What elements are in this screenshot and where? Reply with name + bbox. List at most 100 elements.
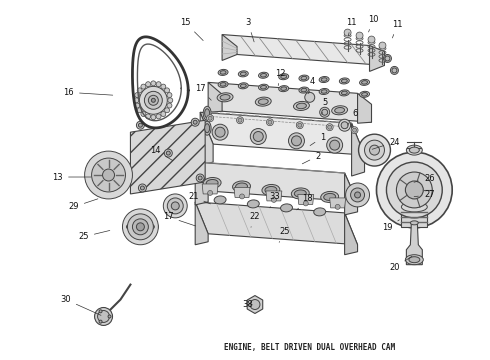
Circle shape [238, 118, 242, 122]
Ellipse shape [401, 202, 427, 212]
Polygon shape [130, 120, 205, 194]
Circle shape [172, 202, 179, 210]
Circle shape [146, 114, 150, 119]
Ellipse shape [405, 255, 423, 265]
Ellipse shape [410, 221, 418, 225]
Circle shape [351, 127, 358, 134]
Ellipse shape [335, 108, 344, 113]
Ellipse shape [220, 82, 226, 86]
Text: 24: 24 [372, 138, 400, 149]
Circle shape [212, 124, 228, 140]
Text: 18: 18 [297, 194, 313, 210]
Ellipse shape [342, 79, 347, 83]
Circle shape [369, 145, 379, 155]
Ellipse shape [279, 86, 289, 92]
Ellipse shape [406, 145, 422, 155]
Circle shape [151, 115, 156, 120]
Text: 21: 21 [188, 193, 211, 204]
Circle shape [92, 158, 125, 192]
Circle shape [208, 190, 213, 195]
Circle shape [163, 194, 187, 218]
Circle shape [193, 120, 197, 124]
Circle shape [215, 127, 225, 137]
Circle shape [122, 209, 158, 245]
Ellipse shape [360, 79, 369, 85]
Text: 15: 15 [180, 18, 203, 41]
Ellipse shape [321, 192, 339, 202]
Circle shape [322, 109, 328, 115]
Circle shape [396, 172, 432, 208]
Circle shape [145, 91, 162, 109]
Circle shape [339, 119, 350, 131]
Ellipse shape [206, 180, 218, 186]
Circle shape [161, 84, 166, 89]
Ellipse shape [362, 93, 368, 96]
Circle shape [135, 103, 140, 108]
Circle shape [99, 310, 102, 313]
Polygon shape [369, 45, 385, 71]
Polygon shape [208, 82, 371, 122]
Circle shape [207, 115, 214, 122]
Circle shape [141, 186, 145, 190]
Circle shape [328, 125, 332, 129]
Ellipse shape [259, 84, 269, 90]
Circle shape [140, 86, 167, 114]
Polygon shape [406, 223, 422, 265]
Circle shape [268, 120, 272, 124]
Ellipse shape [294, 102, 309, 111]
Polygon shape [266, 191, 282, 201]
Circle shape [151, 81, 156, 86]
Ellipse shape [301, 88, 307, 92]
Circle shape [198, 176, 202, 180]
Ellipse shape [122, 220, 158, 234]
Circle shape [289, 133, 304, 149]
Circle shape [405, 181, 423, 199]
Text: 30: 30 [60, 295, 101, 315]
Ellipse shape [240, 72, 246, 76]
Text: 20: 20 [389, 256, 412, 272]
Ellipse shape [279, 74, 289, 80]
Circle shape [365, 140, 385, 160]
Circle shape [379, 42, 386, 49]
Polygon shape [298, 194, 314, 204]
Circle shape [146, 82, 150, 87]
Ellipse shape [324, 193, 336, 201]
Ellipse shape [259, 72, 269, 78]
Ellipse shape [247, 200, 259, 208]
Circle shape [368, 36, 375, 43]
Circle shape [165, 108, 170, 113]
Circle shape [303, 201, 308, 206]
Circle shape [132, 219, 148, 235]
Circle shape [196, 174, 204, 182]
Ellipse shape [340, 90, 349, 96]
Circle shape [166, 151, 171, 155]
Ellipse shape [203, 177, 221, 189]
Circle shape [319, 107, 330, 117]
Ellipse shape [218, 69, 228, 76]
Ellipse shape [314, 208, 326, 216]
Text: 16: 16 [63, 88, 113, 97]
Polygon shape [358, 93, 371, 123]
Circle shape [344, 29, 351, 36]
Ellipse shape [205, 124, 210, 133]
Text: 2: 2 [302, 152, 320, 164]
Circle shape [95, 307, 113, 325]
Text: 17: 17 [163, 212, 196, 226]
Circle shape [376, 152, 452, 228]
Ellipse shape [281, 87, 287, 90]
Circle shape [98, 310, 110, 323]
Ellipse shape [409, 257, 420, 263]
Ellipse shape [321, 78, 327, 81]
Circle shape [151, 98, 155, 102]
Circle shape [165, 88, 170, 93]
Polygon shape [195, 162, 358, 202]
Text: 25: 25 [78, 230, 110, 241]
Circle shape [391, 67, 398, 75]
Circle shape [296, 122, 303, 129]
Text: 13: 13 [52, 172, 91, 181]
Circle shape [267, 119, 273, 126]
Polygon shape [195, 202, 208, 245]
Circle shape [250, 129, 266, 144]
Circle shape [167, 103, 172, 108]
Circle shape [341, 122, 348, 129]
